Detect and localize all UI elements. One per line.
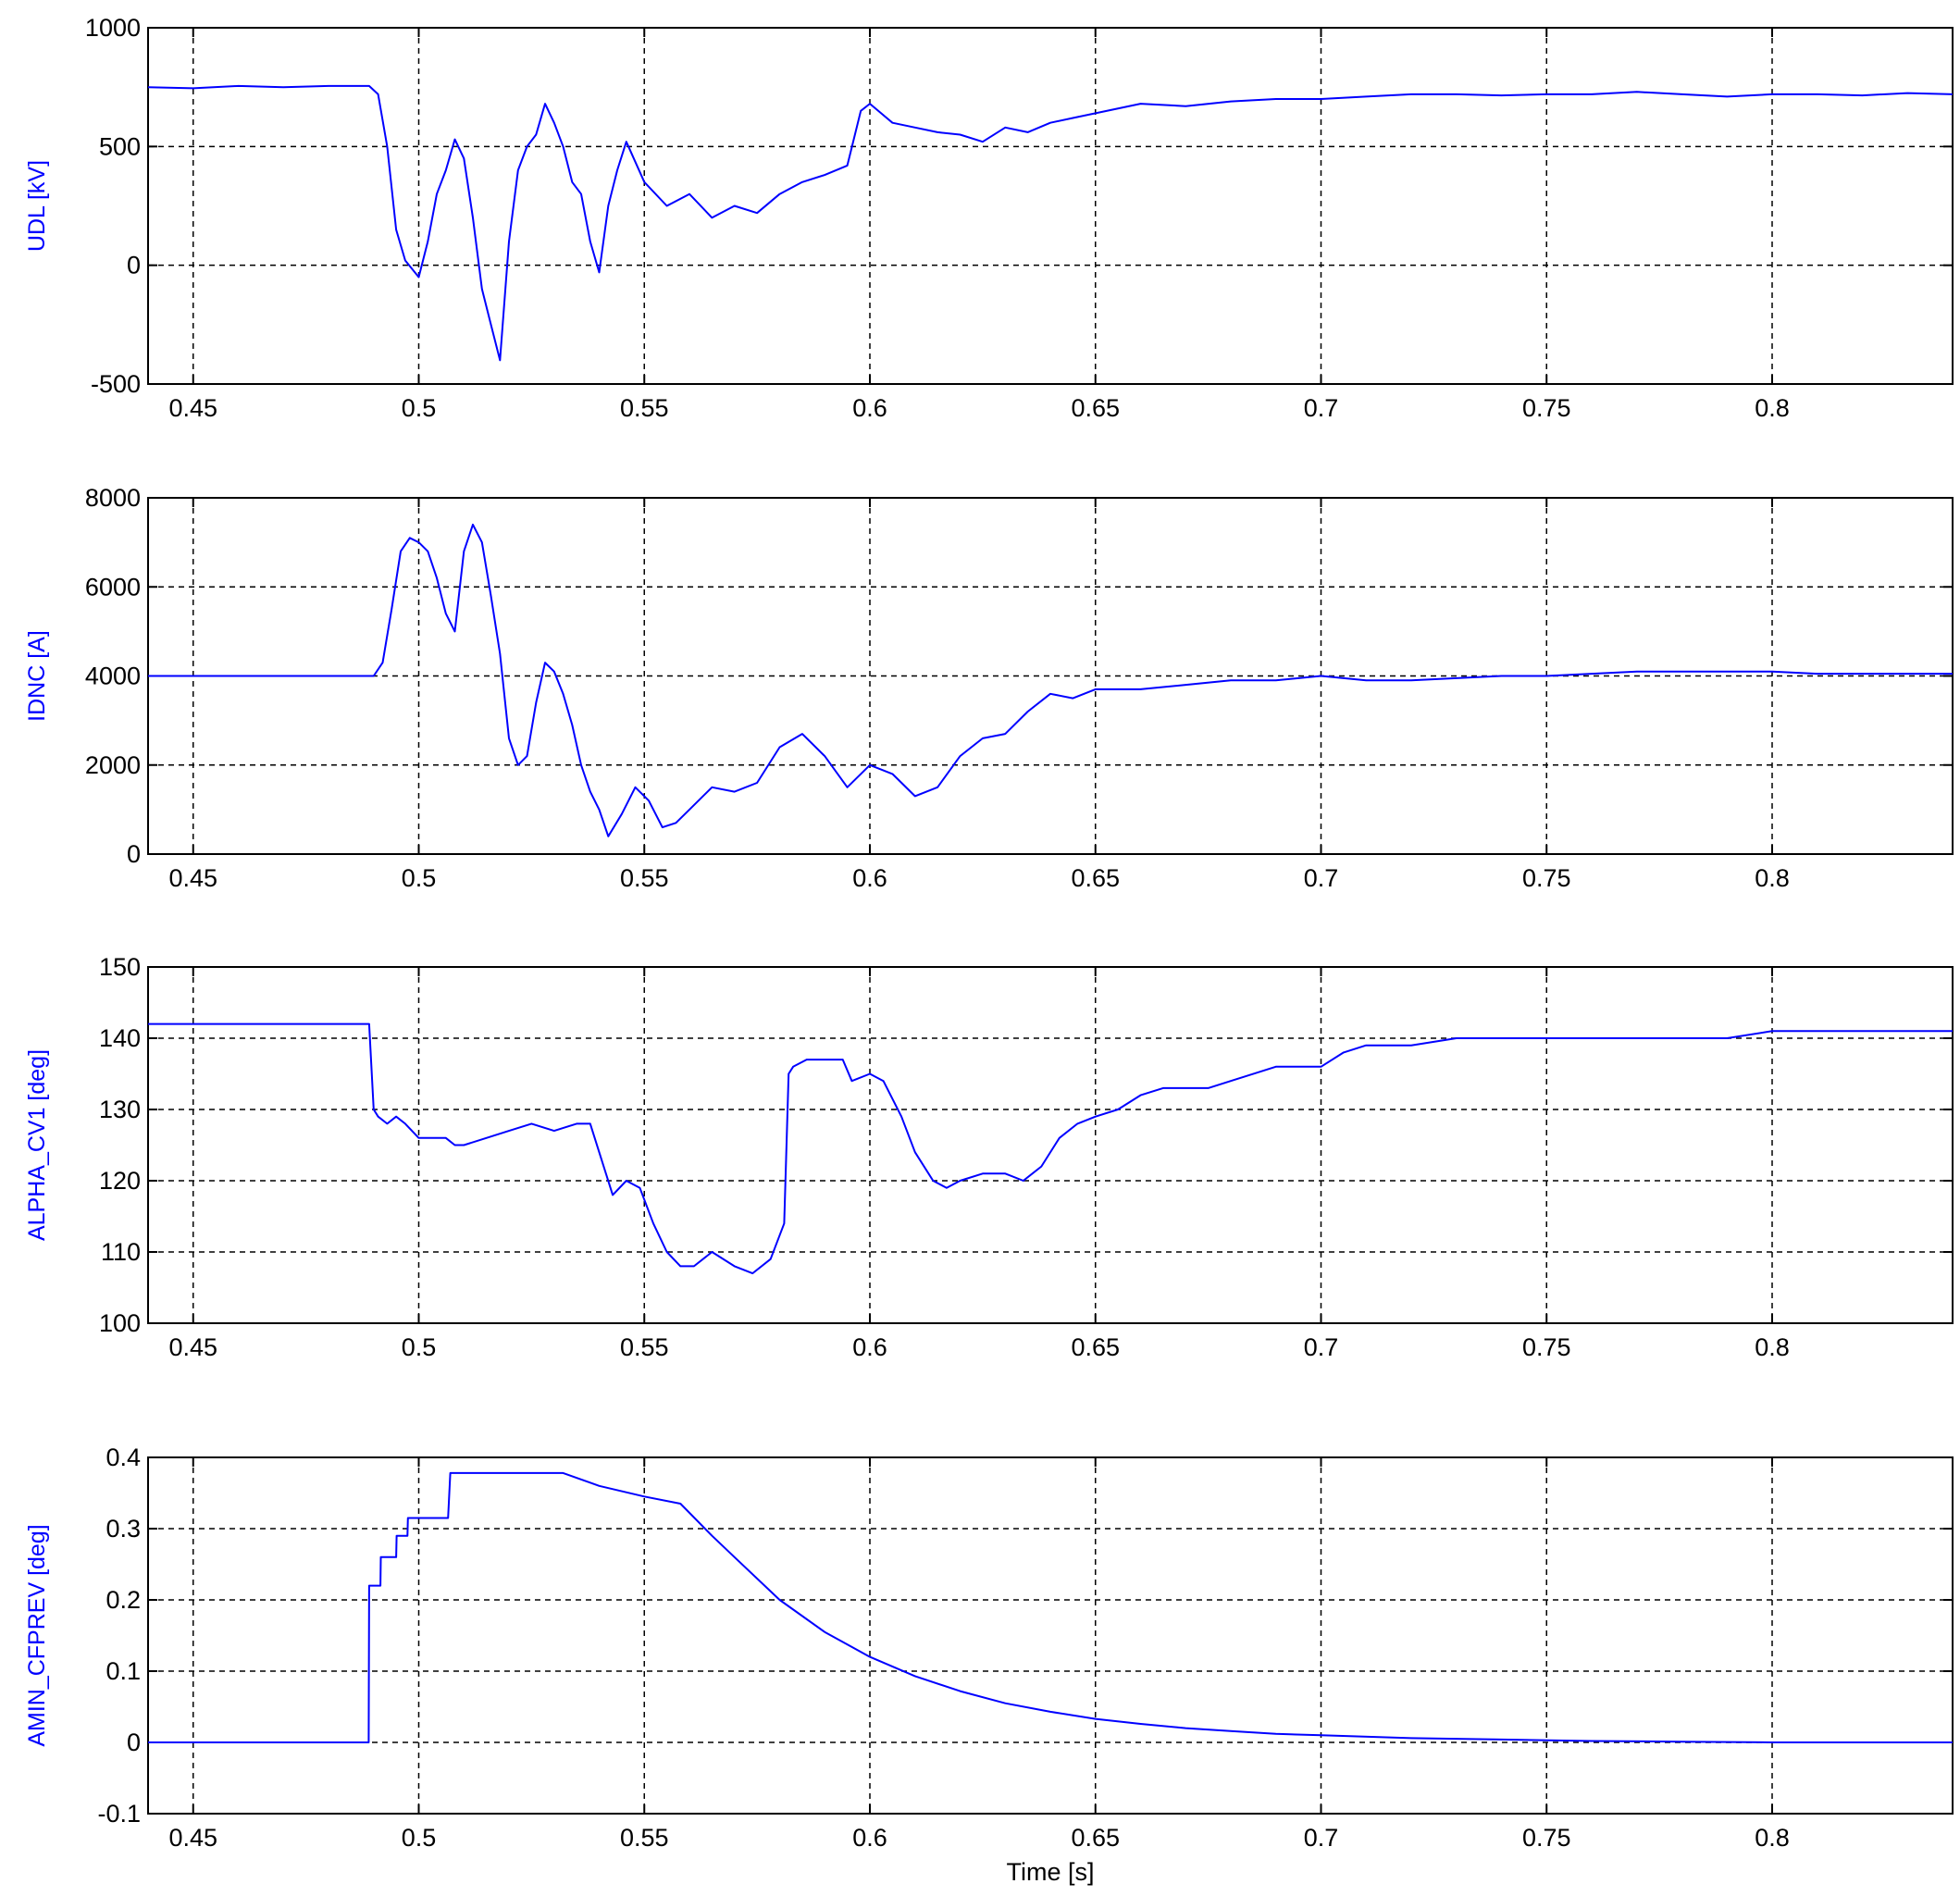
y-tick-label: -0.1 [97,1800,141,1828]
x-tick-label: 0.8 [1755,1333,1790,1361]
x-tick-label: 0.7 [1304,1824,1339,1852]
y-tick-label: 120 [99,1167,141,1195]
y-tick-label: 0 [127,840,141,868]
x-tick-label: 0.6 [852,394,887,422]
y-tick-label: 1000 [85,14,141,42]
y-tick-label: 500 [99,132,141,160]
y-tick-label: 100 [99,1309,141,1337]
x-tick-label: 0.8 [1755,864,1790,892]
x-tick-label: 0.6 [852,864,887,892]
series-line-1 [148,1471,1953,1743]
x-tick-label: 0.45 [168,394,217,422]
x-tick-label: 0.75 [1522,1824,1571,1852]
x-tick-label: 0.5 [402,1824,437,1852]
x-tick-label: 0.55 [620,394,669,422]
x-tick-label: 0.5 [402,394,437,422]
y-axis-label: AMIN_CFPREV [deg] [24,1524,50,1746]
y-tick-label: 0 [127,252,141,279]
y-tick-label: 130 [99,1096,141,1123]
y-tick-label: 0.3 [105,1515,141,1543]
x-tick-label: 0.65 [1071,864,1120,892]
x-tick-label: 0.45 [168,864,217,892]
x-tick-label: 0.75 [1522,394,1571,422]
axes-box [147,27,1954,385]
y-tick-label: 6000 [85,573,141,601]
x-tick-label: 0.65 [1071,1824,1120,1852]
y-tick-label: 0 [127,1729,141,1756]
x-tick-label: 0.65 [1071,1333,1120,1361]
y-axis-label: UDL [kV] [24,160,50,252]
series-line-1 [148,1022,1953,1275]
x-axis-label: Time [s] [1006,1858,1094,1886]
y-tick-label: 0.4 [105,1444,141,1471]
y-axis-label: ALPHA_CV1 [deg] [24,1049,50,1241]
x-tick-label: 0.65 [1071,394,1120,422]
y-tick-label: -500 [91,370,141,398]
subplot-3: 0.45 0.5 0.55 0.6 0.65 0.7 0.75 0.8 100 110 120 130… [24,953,1954,1361]
x-tick-label: 0.55 [620,1824,669,1852]
x-tick-label: 0.6 [852,1824,887,1852]
y-tick-label: 110 [101,1238,141,1266]
x-tick-label: 0.5 [402,864,437,892]
y-tick-label: 150 [99,953,141,981]
y-axis-label: IDNC [A] [24,630,50,722]
series-line-1 [148,523,1953,837]
x-tick-label: 0.5 [402,1333,437,1361]
y-tick-label: 0.1 [105,1657,141,1685]
x-tick-label: 0.7 [1304,1333,1339,1361]
x-tick-label: 0.45 [168,1333,217,1361]
x-tick-label: 0.8 [1755,394,1790,422]
subplot-1: 0.45 0.5 0.55 0.6 0.65 0.7 0.75 0.8 -500 0 500 1000… [24,14,1954,422]
x-tick-label: 0.7 [1304,394,1339,422]
axes-box [147,966,1954,1324]
x-tick-label: 0.7 [1304,864,1339,892]
x-tick-label: 0.75 [1522,1333,1571,1361]
x-tick-label: 0.45 [168,1824,217,1852]
y-tick-label: 8000 [85,484,141,512]
y-tick-label: 0.2 [105,1586,141,1614]
x-tick-label: 0.55 [620,864,669,892]
subplot-2: 0.45 0.5 0.55 0.6 0.65 0.7 0.75 0.8 0 2000 4000 600… [24,484,1954,892]
series-line-1 [147,84,1954,362]
x-tick-label: 0.6 [852,1333,887,1361]
subplot-4: 0.45 0.5 0.55 0.6 0.65 0.7 0.75 0.8 -0.1 0 0.1 0.2 0… [24,1444,1954,1886]
x-tick-label: 0.75 [1522,864,1571,892]
y-tick-label: 140 [99,1024,141,1052]
y-tick-label: 2000 [85,751,141,779]
x-tick-label: 0.8 [1755,1824,1790,1852]
y-tick-label: 4000 [85,663,141,690]
x-tick-label: 0.55 [620,1333,669,1361]
